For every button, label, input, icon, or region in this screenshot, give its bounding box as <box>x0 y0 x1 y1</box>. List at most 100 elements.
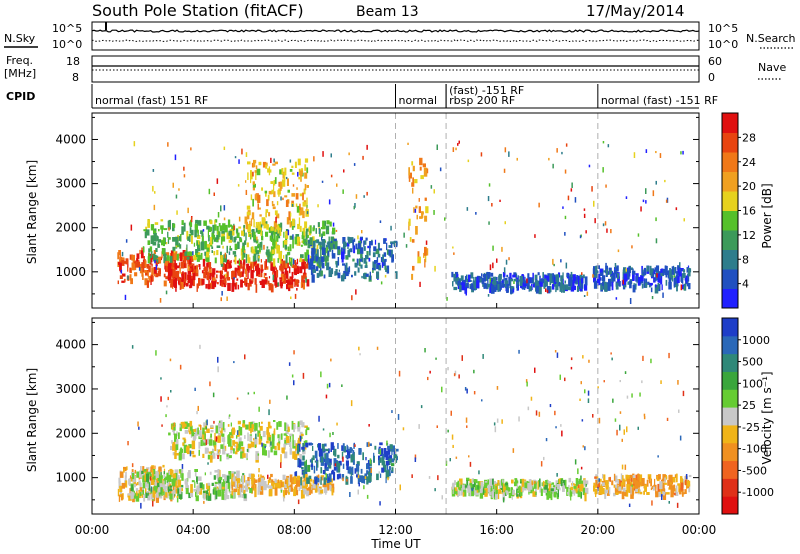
heatmap-cell <box>621 478 625 486</box>
heatmap-cell <box>186 256 190 260</box>
heatmap-cell <box>248 225 251 228</box>
heatmap-cell <box>209 436 212 440</box>
heatmap-cell <box>593 485 595 492</box>
heatmap-cell <box>191 440 196 450</box>
heatmap-cell <box>333 238 337 242</box>
heatmap-cell <box>363 258 367 264</box>
heatmap-cell <box>299 483 303 489</box>
heatmap-cell <box>642 355 644 361</box>
heatmap-cell <box>391 458 394 463</box>
heatmap-cell <box>604 492 607 499</box>
heatmap-cell <box>605 485 609 490</box>
heatmap-cell <box>237 241 240 249</box>
heatmap-cell <box>384 453 387 458</box>
heatmap-cell <box>297 437 301 441</box>
heatmap-cell <box>483 484 486 488</box>
heatmap-cell <box>562 284 565 293</box>
heatmap-cell <box>659 153 662 158</box>
heatmap-cell <box>293 350 295 355</box>
heatmap-cell <box>390 241 394 245</box>
heatmap-cell <box>129 254 133 260</box>
heatmap-cell <box>573 492 576 496</box>
colorbar-segment <box>722 496 738 515</box>
heatmap-cell <box>300 207 304 215</box>
heatmap-cell <box>524 482 528 489</box>
heatmap-cell <box>277 189 281 195</box>
heatmap-cell <box>226 262 231 269</box>
heatmap-cell <box>237 489 240 496</box>
heatmap-cell <box>318 241 322 245</box>
heatmap-cell <box>461 355 463 361</box>
heatmap-cell <box>676 473 678 483</box>
heatmap-cell <box>661 284 663 291</box>
heatmap-cell <box>283 255 285 259</box>
heatmap-cell <box>244 277 246 286</box>
heatmap-cell <box>338 473 341 479</box>
heatmap-cell <box>265 266 269 270</box>
heatmap-cell <box>215 486 219 490</box>
heatmap-cell <box>583 295 586 297</box>
heatmap-cell <box>495 490 498 500</box>
cpid-segments: normal (fast) 151 RF normal(fast) -151 RF… <box>91 84 718 108</box>
heatmap-cell <box>163 273 166 278</box>
heatmap-cell <box>325 244 328 248</box>
heatmap-cell <box>441 495 443 500</box>
heatmap-cell <box>567 195 570 201</box>
heatmap-cell <box>276 245 280 254</box>
heatmap-cell <box>332 222 335 227</box>
heatmap-cell <box>264 445 266 449</box>
heatmap-cell <box>453 273 457 282</box>
heatmap-cell <box>637 233 640 237</box>
heatmap-cell <box>637 489 640 494</box>
heatmap-cell <box>622 279 624 285</box>
heatmap-cell <box>229 432 233 436</box>
heatmap-cell <box>508 151 510 157</box>
heatmap-cell <box>318 448 323 457</box>
heatmap-cell <box>466 388 468 394</box>
heatmap-cell <box>559 374 561 380</box>
heatmap-cell <box>570 486 574 491</box>
heatmap-cell <box>279 277 283 280</box>
heatmap-cell <box>208 439 213 446</box>
heatmap-cell <box>186 482 189 488</box>
heatmap-cell <box>457 143 459 146</box>
heatmap-cell <box>664 265 667 272</box>
heatmap-cell <box>686 480 691 487</box>
heatmap-cell <box>439 167 442 172</box>
heatmap-cell <box>434 488 436 492</box>
heatmap-cell <box>279 279 282 287</box>
heatmap-cell <box>320 371 322 378</box>
heatmap-cell <box>300 476 302 486</box>
heatmap-cell <box>299 203 301 210</box>
heatmap-cell <box>347 450 351 459</box>
heatmap-cell <box>243 227 245 231</box>
heatmap-cell <box>561 285 565 289</box>
heatmap-cell <box>252 261 255 270</box>
heatmap-cell <box>247 161 251 165</box>
heatmap-cell <box>551 284 555 290</box>
heatmap-cell <box>667 270 671 279</box>
heatmap-cell <box>361 257 364 263</box>
colorbar-tick-label: 500 <box>742 356 763 369</box>
heatmap-cell <box>329 458 332 465</box>
heatmap-cell <box>408 172 412 179</box>
heatmap-cell <box>213 475 216 480</box>
heatmap-cell <box>274 227 277 232</box>
heatmap-cell <box>336 183 338 187</box>
heatmap-cell <box>479 488 483 494</box>
heatmap-cell <box>655 265 660 272</box>
heatmap-cell <box>217 469 220 478</box>
heatmap-cell <box>370 468 372 473</box>
heatmap-cell <box>242 453 246 458</box>
heatmap-cell <box>275 480 278 489</box>
heatmap-cell <box>204 472 206 476</box>
heatmap-cell <box>274 161 278 165</box>
heatmap-cell <box>433 189 435 194</box>
heatmap-cell <box>180 261 185 269</box>
heatmap-cell <box>309 258 314 267</box>
heatmap-cell <box>473 369 475 374</box>
heatmap-cell <box>539 486 542 493</box>
heatmap-cell <box>297 158 301 166</box>
heatmap-cell <box>342 189 344 194</box>
heatmap-cell <box>212 448 215 452</box>
